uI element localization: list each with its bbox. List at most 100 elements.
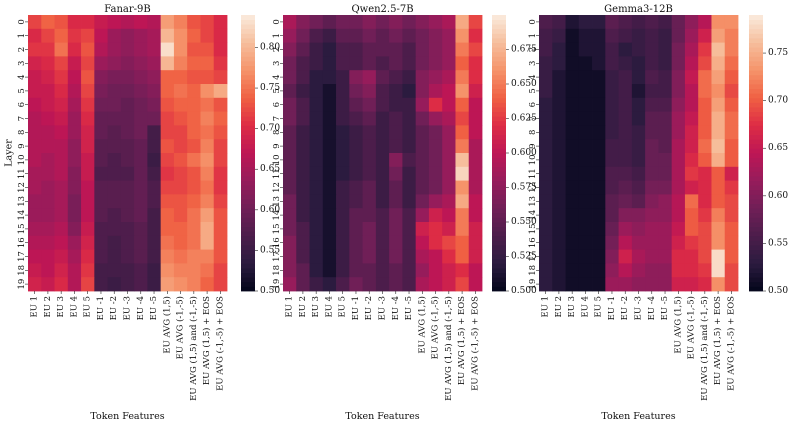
heatmap-cell	[41, 277, 55, 292]
heatmap-cell	[67, 125, 82, 140]
heatmap-cell	[147, 222, 162, 237]
heatmap-cell	[402, 84, 417, 99]
heatmap-cell	[349, 235, 363, 250]
y-tick-label: 9	[528, 143, 538, 148]
heatmap-cell	[428, 125, 443, 140]
heatmap-cell	[107, 194, 122, 209]
heatmap-cell	[134, 111, 148, 126]
heatmap-cell	[309, 166, 324, 181]
heatmap-cell	[28, 70, 42, 85]
heatmap-cell	[160, 249, 175, 264]
heatmap-cell	[187, 70, 201, 85]
x-tick-label: EU AVG (-1,-5) + EOS	[214, 296, 225, 391]
y-tick-label: 1	[17, 33, 27, 38]
colorbar-segment	[492, 286, 506, 292]
heatmap-cell	[187, 180, 201, 195]
heatmap-cell	[684, 15, 699, 30]
heatmap-cell	[41, 153, 55, 168]
colorbar-segment	[492, 93, 506, 99]
y-tick-label: 5	[528, 88, 538, 93]
x-tick-label: EU AVG (1,5) + EOS	[712, 296, 723, 385]
heatmap-cell	[724, 249, 739, 264]
heatmap-cell	[605, 249, 619, 264]
heatmap-cell	[631, 235, 646, 250]
heatmap-cell	[309, 208, 324, 223]
heatmap-cell	[402, 28, 417, 43]
heatmap-cell	[173, 97, 188, 112]
heatmap-cell	[28, 28, 42, 43]
heatmap-cell	[322, 180, 337, 195]
colorbar-segment	[241, 272, 255, 278]
heatmap-cell	[631, 42, 646, 57]
heatmap-cell	[336, 125, 350, 140]
heatmap-cell	[389, 166, 403, 181]
heatmap-cell	[468, 277, 483, 292]
heatmap-cell	[442, 111, 456, 126]
heatmap-cell	[309, 180, 324, 195]
colorbar-segment	[241, 231, 255, 237]
heatmap-cell	[618, 125, 633, 140]
heatmap-cell	[442, 235, 456, 250]
heatmap-cell	[81, 28, 95, 43]
heatmap-cell	[41, 222, 55, 237]
heatmap-cell	[539, 222, 553, 237]
heatmap-cell	[592, 235, 606, 250]
heatmap-cell	[605, 28, 619, 43]
heatmap-cell	[539, 84, 553, 99]
y-tick-label: 8	[528, 130, 538, 135]
y-tick-label: 14	[272, 210, 282, 221]
heatmap-cell	[187, 249, 201, 264]
colorbar-segment	[749, 93, 763, 99]
heatmap-cell	[671, 125, 686, 140]
heatmap-cell	[296, 180, 310, 195]
heatmap-cell	[41, 28, 55, 43]
heatmap-cell	[592, 249, 606, 264]
colorbar-segment	[241, 277, 255, 283]
x-tick-label: EU AVG (-1,-5) + EOS	[725, 296, 736, 391]
heatmap-cell	[698, 28, 712, 43]
heatmap-cell	[94, 277, 108, 292]
heatmap-cell	[605, 277, 619, 292]
heatmap-cell	[402, 15, 417, 30]
heatmap-cell	[698, 249, 712, 264]
heatmap-cell	[539, 139, 553, 154]
heatmap-cell	[645, 166, 659, 181]
heatmap-cell	[200, 208, 215, 223]
heatmap-cell	[468, 84, 483, 99]
heatmap-cell	[322, 42, 337, 57]
colorbar-segment	[241, 15, 255, 20]
heatmap-cell	[107, 222, 122, 237]
heatmap-cell	[134, 56, 148, 71]
heatmap-cell	[658, 111, 673, 126]
heatmap-cell	[468, 70, 483, 85]
heatmap-cell	[539, 28, 553, 43]
heatmap-cell	[349, 97, 363, 112]
heatmap-cell	[349, 166, 363, 181]
heatmap-cell	[296, 153, 310, 168]
heatmap-cell	[322, 139, 337, 154]
x-tick-label: EU -5	[404, 296, 414, 320]
heatmap-cell	[389, 111, 403, 126]
colorbar-segment	[749, 217, 763, 223]
heatmap-cell	[455, 97, 470, 112]
heatmap-cell	[592, 180, 606, 195]
heatmap-cell	[684, 235, 699, 250]
heatmap-cell	[565, 84, 580, 99]
heatmap-cell	[349, 194, 363, 209]
colorbar-segment	[492, 28, 506, 34]
y-tick-label: 16	[528, 237, 538, 248]
heatmap-cell	[415, 153, 430, 168]
heatmap-cell	[94, 208, 108, 223]
heatmap-cell	[296, 42, 310, 57]
heatmap-cell	[67, 235, 82, 250]
heatmap-cell	[28, 277, 42, 292]
x-tick-label: EU AVG (-1,-5)	[430, 296, 441, 359]
colorbar-segment	[492, 24, 506, 30]
heatmap-cell	[618, 235, 633, 250]
heatmap-cell	[442, 97, 456, 112]
colorbar-segment	[749, 286, 763, 292]
heatmap-cell	[54, 263, 69, 278]
heatmap-cell	[671, 208, 686, 223]
colorbar-segment	[241, 203, 255, 209]
heatmap-cell	[578, 222, 593, 237]
